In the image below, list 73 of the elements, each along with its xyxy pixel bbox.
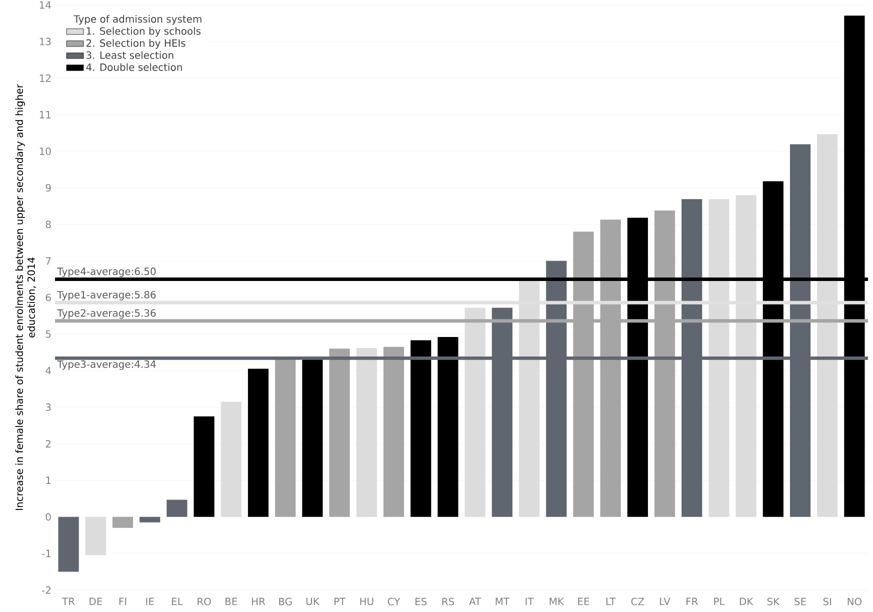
x-tick-label: HU [360, 598, 374, 606]
bar [438, 336, 458, 517]
ref-line-label: Type2-average:5.36 [57, 309, 156, 319]
y-tick-label: 12 [40, 74, 50, 82]
legend-label: 3. Least selection [86, 51, 174, 59]
y-tick-label: -2 [42, 586, 50, 594]
y-tick-label: 14 [40, 1, 51, 9]
y-axis-title: Increase in female share of student enrolments between upper secondary and higher education, 2014 [15, 84, 36, 510]
y-tick-label: 7 [46, 257, 51, 265]
bar [166, 500, 188, 517]
x-tick-label: CY [388, 598, 400, 606]
legend-label: 2. Selection by HEIs [86, 39, 186, 49]
legend-label: 1. Selection by schools [86, 27, 201, 37]
x-tick-label: DE [90, 598, 102, 606]
bar [275, 358, 296, 517]
x-tick-label: ES [416, 598, 427, 606]
legend-title: Type of admission system [74, 15, 202, 25]
x-tick-label: SI [823, 598, 832, 606]
y-tick-label: 10 [40, 147, 51, 156]
x-tick-label: IT [526, 598, 534, 606]
x-tick-label: MT [496, 598, 510, 606]
bar [302, 358, 323, 517]
y-tick-label: 11 [40, 111, 51, 118]
x-tick-label: HR [252, 598, 266, 606]
ref-line-label: Type4-average:6.50 [57, 268, 156, 278]
x-tick-label: UK [306, 598, 320, 606]
bar [194, 416, 214, 517]
x-tick-label: AT [469, 598, 482, 606]
bar [248, 368, 269, 517]
x-tick-label: EE [578, 598, 590, 606]
y-tick-label: 5 [46, 330, 51, 338]
y-tick-label: 3 [46, 403, 51, 411]
bar [140, 516, 160, 522]
ref-line-label: Type1-average:5.86 [57, 290, 156, 300]
y-tick-label: 1 [46, 476, 51, 484]
y-tick-label: 0 [46, 513, 51, 521]
y-tick-label: 2 [46, 440, 50, 448]
x-tick-label: FR [686, 598, 698, 606]
bar [464, 308, 486, 517]
x-tick-label: EL [172, 598, 183, 606]
x-tick-label: PL [714, 598, 725, 606]
x-tick-label: IE [146, 598, 154, 606]
bar [220, 402, 242, 517]
x-tick-label: MK [550, 598, 564, 606]
x-tick-label: SK [767, 598, 780, 606]
y-tick-label: 4 [46, 366, 51, 374]
bar [112, 516, 134, 528]
legend-label: 4. Double selection [86, 63, 182, 71]
y-tick-label: 8 [46, 220, 51, 228]
x-tick-label: RO [198, 598, 211, 606]
x-tick-label: BE [226, 598, 238, 606]
x-tick-label: PT [334, 598, 346, 606]
x-tick-label: CZ [631, 598, 644, 606]
x-tick-label: BG [279, 598, 292, 606]
x-tick-label: SE [794, 598, 806, 606]
y-tick-label: 9 [46, 184, 51, 192]
x-tick-label: TR [62, 598, 75, 606]
y-tick-label: 13 [40, 38, 51, 46]
x-tick-label: DK [740, 598, 754, 606]
y-tick-label: -1 [42, 550, 51, 558]
bar [410, 340, 432, 517]
bar [85, 516, 106, 556]
x-tick-label: NO [848, 598, 862, 606]
bar [329, 348, 350, 517]
bar [356, 348, 377, 517]
x-tick-label: FI [119, 598, 126, 606]
x-tick-label: LT [606, 598, 616, 606]
x-tick-label: RS [442, 598, 454, 606]
x-tick-label: LV [660, 598, 670, 606]
bar [383, 346, 404, 517]
bar [58, 516, 79, 572]
ref-line-label: Type3-average:4.34 [57, 360, 156, 370]
y-tick-label: 6 [46, 294, 51, 302]
